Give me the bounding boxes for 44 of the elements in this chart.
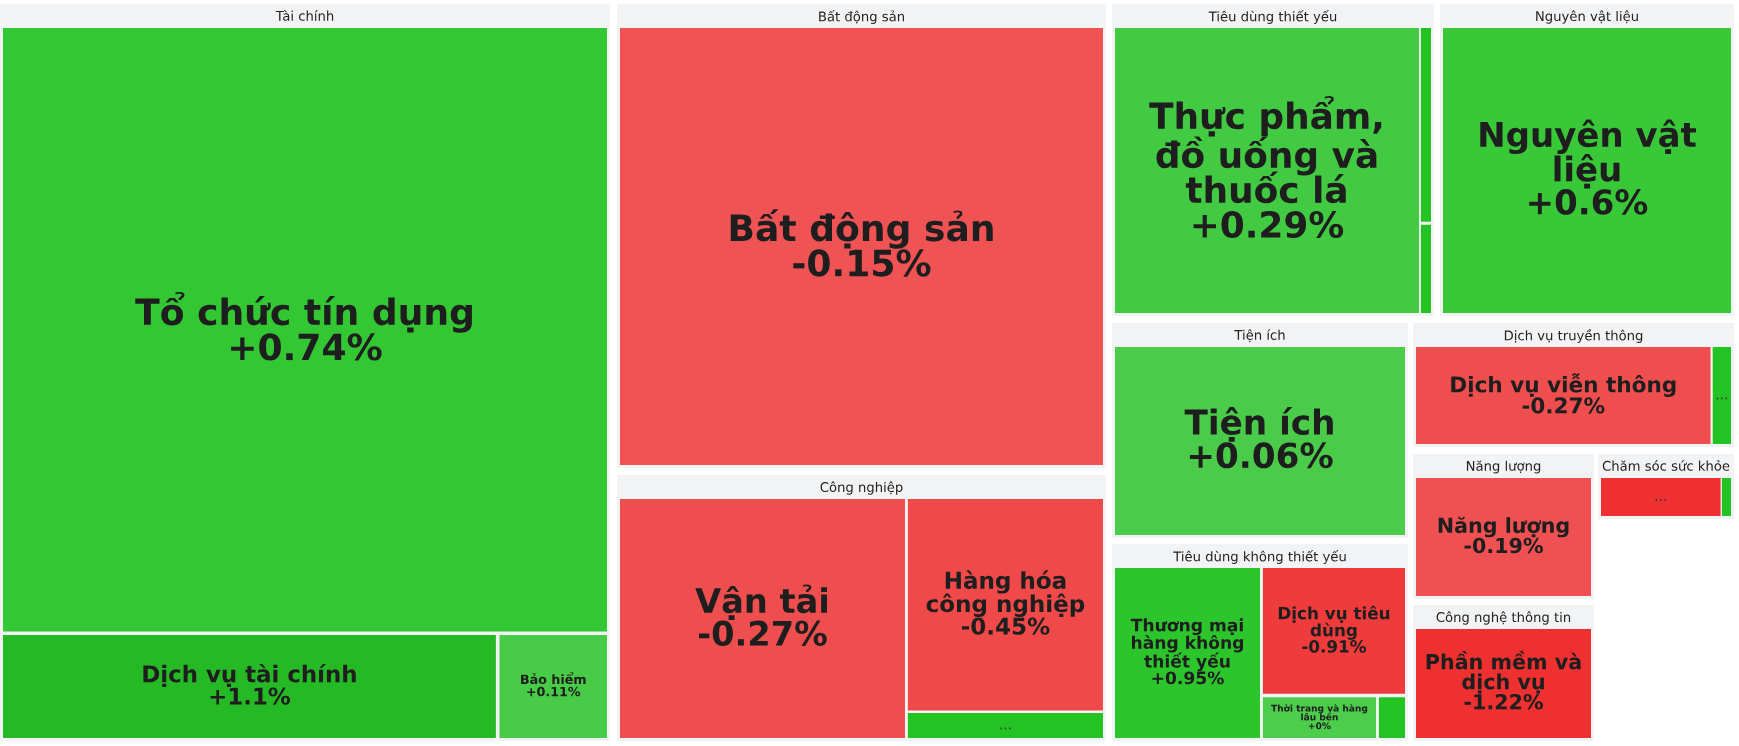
category-label: Vận tải: [695, 584, 828, 620]
data-label: -0.91%: [1302, 640, 1366, 653]
data-label: -0.45%: [961, 617, 1050, 635]
data-label: +0%: [1308, 722, 1331, 730]
data-label: -0.27%: [1522, 397, 1605, 414]
category-label: Thực phẩm, đồ uống và thuốc lá: [1149, 95, 1382, 204]
data-label: +0.6%: [1529, 189, 1648, 215]
category-label: Phần mềm và dịch vụ: [1426, 651, 1581, 694]
text: Tiêu dùng không thiết yếu: [1173, 550, 1346, 564]
text: Chăm sóc sức khỏe: [1602, 459, 1730, 471]
text: Năng lượng: [1466, 460, 1541, 474]
text: Nguyên vật liệu: [1536, 10, 1638, 24]
text: Dịch vụ truyền thông: [1504, 329, 1643, 343]
data-label: +0.74%: [231, 333, 382, 361]
category-label: Thời trang và hàng lâu bền: [1271, 704, 1368, 721]
category-label: Bất động sản: [730, 209, 993, 249]
text: Tiện ích: [1234, 329, 1285, 343]
category-label: Nguyên vật liệu: [1480, 119, 1697, 189]
data-label: +0.95%: [1152, 671, 1224, 685]
category-label: Năng lượng: [1438, 516, 1569, 538]
data-label: ...: [1655, 499, 1666, 501]
text: Công nghệ thông tin: [1436, 611, 1571, 625]
category-label: Thương mại hàng không thiết yếu: [1130, 618, 1244, 672]
data-label: -0.15%: [793, 249, 931, 277]
data-label: +0.11%: [527, 686, 581, 697]
data-label: +1.1%: [210, 687, 291, 705]
data-label: +0.29%: [1193, 210, 1344, 239]
data-label: -0.19%: [1464, 537, 1543, 554]
data-label: -0.27%: [698, 620, 827, 647]
category-label: Tiện ích: [1184, 407, 1333, 442]
category-label: Bảo hiểm: [521, 672, 586, 685]
text: Công nghiệp: [820, 481, 903, 495]
text: Tiêu dùng thiết yếu: [1208, 10, 1337, 24]
text: Bất động sản: [819, 10, 904, 24]
data-label: +0.06%: [1189, 442, 1333, 469]
category-label: Dịch vụ viễn thông: [1451, 373, 1676, 397]
text: Tài chính: [275, 10, 334, 21]
category-label: Hàng hóa công nghiệp: [926, 570, 1085, 618]
data-label: -1.22%: [1464, 693, 1543, 710]
data-label: ...: [1716, 397, 1727, 400]
category-label: Dịch vụ tiêu dùng: [1278, 605, 1390, 640]
data-label: ...: [1000, 727, 1011, 730]
category-label: Tổ chức tín dụng: [135, 291, 472, 333]
category-label: Dịch vụ tài chính: [143, 663, 356, 688]
